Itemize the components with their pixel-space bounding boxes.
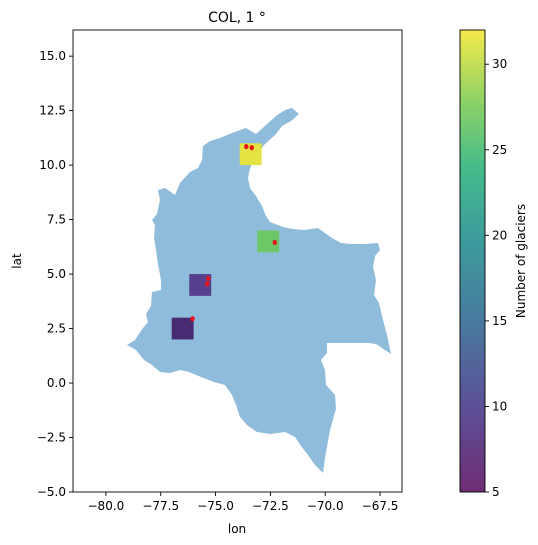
colorbar-tick-label: 20 bbox=[492, 228, 507, 242]
colorbar-tick-label: 25 bbox=[492, 143, 507, 157]
colorbar-tick-label: 10 bbox=[492, 399, 507, 413]
y-tick-label: 12.5 bbox=[39, 104, 66, 118]
glacier-mark-4 bbox=[206, 275, 211, 282]
y-tick-label: −5.0 bbox=[37, 485, 66, 499]
glacier-outlines bbox=[190, 143, 277, 322]
colorbar bbox=[460, 30, 485, 492]
grid-cell-2 bbox=[257, 230, 280, 253]
colorbar-frame bbox=[459, 29, 486, 493]
colorbar-label: Number of glaciers bbox=[514, 204, 528, 318]
colorbar-tick-label: 30 bbox=[492, 57, 507, 71]
x-tick-label: −77.5 bbox=[142, 499, 179, 513]
y-tick-label: 7.5 bbox=[47, 213, 66, 227]
glacier-mark-2 bbox=[249, 145, 254, 151]
colorbar-ticks: 5 10 15 20 25 30 bbox=[485, 57, 507, 499]
grid-cell-4 bbox=[171, 317, 194, 340]
glacier-mark-6 bbox=[190, 316, 195, 322]
glacier-mark-5 bbox=[205, 281, 210, 287]
x-tick-label: −72.5 bbox=[252, 499, 289, 513]
y-tick-label: −2.5 bbox=[37, 431, 66, 445]
y-axis-ticks: −5.0 −2.5 0.0 2.5 5.0 7.5 10.0 12.5 15.0 bbox=[37, 49, 73, 499]
x-tick-label: −70.0 bbox=[307, 499, 344, 513]
x-axis-label: lon bbox=[228, 522, 246, 536]
y-tick-label: 2.5 bbox=[47, 322, 66, 336]
x-tick-label: −75.0 bbox=[197, 499, 234, 513]
plot-frame bbox=[72, 29, 403, 493]
glacier-mark-1 bbox=[244, 143, 249, 150]
y-tick-label: 10.0 bbox=[39, 158, 66, 172]
x-tick-label: −80.0 bbox=[88, 499, 125, 513]
glacier-count-cells bbox=[171, 143, 280, 340]
grid-cell-3 bbox=[189, 274, 212, 296]
glacier-mark-3 bbox=[272, 239, 277, 246]
y-tick-label: 5.0 bbox=[47, 267, 66, 281]
colombia-land-shape bbox=[127, 108, 391, 473]
colorbar-tick-label: 15 bbox=[492, 314, 507, 328]
map-title: COL, 1 ° bbox=[208, 10, 266, 26]
y-tick-label: 15.0 bbox=[39, 49, 66, 63]
y-tick-label: 0.0 bbox=[47, 376, 66, 390]
x-tick-label: −67.5 bbox=[362, 499, 399, 513]
colorbar-tick-label: 5 bbox=[492, 485, 500, 499]
y-axis-label: lat bbox=[10, 253, 24, 269]
x-axis-ticks: −80.0 −77.5 −75.0 −72.5 −70.0 −67.5 bbox=[88, 492, 399, 513]
